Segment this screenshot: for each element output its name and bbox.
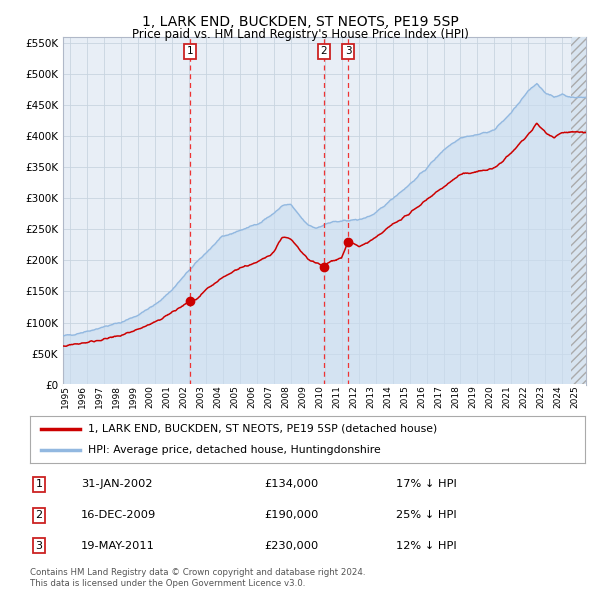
Text: 2014: 2014 [383,385,392,408]
Text: 2010: 2010 [316,385,325,408]
Text: 2004: 2004 [214,385,223,408]
Text: 1: 1 [187,47,193,57]
Text: 31-JAN-2002: 31-JAN-2002 [81,480,152,489]
Text: 2024: 2024 [553,385,562,408]
Text: 3: 3 [345,47,352,57]
Text: 1996: 1996 [78,385,87,408]
Text: 2016: 2016 [418,385,427,408]
Text: 2: 2 [320,47,327,57]
Bar [571,37,586,385]
Text: 1: 1 [35,480,43,489]
Text: 2007: 2007 [265,385,274,408]
Text: 25% ↓ HPI: 25% ↓ HPI [396,510,457,520]
Text: 17% ↓ HPI: 17% ↓ HPI [396,480,457,489]
Text: 2006: 2006 [248,385,257,408]
Text: 2025: 2025 [571,385,580,408]
Text: 2015: 2015 [401,385,410,408]
Text: 1, LARK END, BUCKDEN, ST NEOTS, PE19 5SP: 1, LARK END, BUCKDEN, ST NEOTS, PE19 5SP [142,15,458,30]
Text: 2020: 2020 [485,385,494,408]
Text: 1, LARK END, BUCKDEN, ST NEOTS, PE19 5SP (detached house): 1, LARK END, BUCKDEN, ST NEOTS, PE19 5SP… [88,424,437,434]
Text: 2008: 2008 [281,385,290,408]
Text: 2013: 2013 [367,385,376,408]
Text: 2005: 2005 [230,385,239,408]
Text: 12% ↓ HPI: 12% ↓ HPI [396,541,457,550]
Text: 2009: 2009 [299,385,308,408]
Text: 2023: 2023 [536,385,545,408]
Text: 2017: 2017 [434,385,443,408]
Text: This data is licensed under the Open Government Licence v3.0.: This data is licensed under the Open Gov… [30,579,305,588]
Text: 2003: 2003 [197,385,206,408]
Text: 2012: 2012 [350,385,359,408]
Text: 2019: 2019 [469,385,478,408]
Text: 1995: 1995 [61,385,70,408]
Text: 2018: 2018 [451,385,460,408]
Text: 19-MAY-2011: 19-MAY-2011 [81,541,155,550]
Text: 2001: 2001 [163,385,172,408]
Text: 2000: 2000 [146,385,155,408]
Text: 2022: 2022 [520,385,529,408]
Text: 3: 3 [35,541,43,550]
Text: 1998: 1998 [112,385,121,408]
Text: HPI: Average price, detached house, Huntingdonshire: HPI: Average price, detached house, Hunt… [88,445,381,455]
Text: Contains HM Land Registry data © Crown copyright and database right 2024.: Contains HM Land Registry data © Crown c… [30,568,365,576]
Text: 2021: 2021 [502,385,511,408]
Text: Price paid vs. HM Land Registry's House Price Index (HPI): Price paid vs. HM Land Registry's House … [131,28,469,41]
Text: 2011: 2011 [332,385,341,408]
Text: 2002: 2002 [180,385,189,408]
Text: £190,000: £190,000 [264,510,319,520]
Text: 16-DEC-2009: 16-DEC-2009 [81,510,156,520]
Text: 1997: 1997 [95,385,104,408]
Text: £134,000: £134,000 [264,480,318,489]
Text: 1999: 1999 [129,385,138,408]
Text: 2: 2 [35,510,43,520]
Text: £230,000: £230,000 [264,541,318,550]
